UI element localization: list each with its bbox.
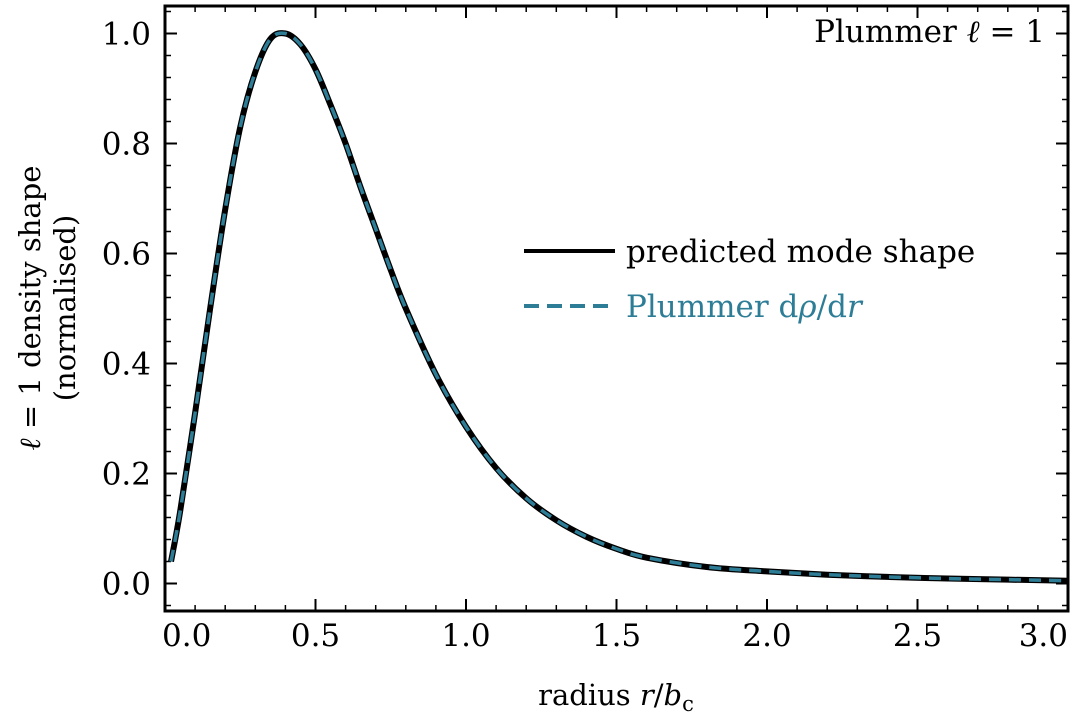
y-tick-label: 0.0 [102,567,151,603]
y-tick-label: 0.4 [102,347,151,383]
legend-label-plummer: Plummer dρ/dr [626,289,864,325]
x-tick-label: 2.5 [893,618,942,654]
x-tick-label: 1.5 [592,618,641,654]
y-tick-label: 0.8 [102,127,151,163]
legend-label-predicted: predicted mode shape [626,234,975,270]
x-axis-sub: c [682,692,694,716]
y-tick-label: 0.6 [102,237,151,273]
legend: predicted mode shape Plummer dρ/dr [524,234,975,325]
panel-label-rest: = 1 [980,14,1045,50]
major-ticks [164,6,1069,611]
legend-plummer-part3: /d [817,289,847,325]
x-axis-r: r [640,678,656,712]
y-axis-title: ℓ = 1 density shape (normalised) [13,166,82,451]
y-axis-line1-rest: = 1 density shape [13,166,47,439]
y-axis-title-line1: ℓ = 1 density shape [13,166,47,451]
series-line-predicted-mode-shape [168,30,1069,584]
x-tick-label: 0.0 [162,618,211,654]
y-tick-label: 1.0 [102,17,151,53]
plot-frame [163,4,1070,613]
series-layer [168,30,1069,584]
x-axis-slash: / [654,678,664,712]
minor-ticks [164,6,1069,611]
x-tick-label: 0.5 [291,618,340,654]
x-tick-label: 3.0 [1019,618,1068,654]
legend-plummer-part1: Plummer d [626,289,798,325]
tick-labels: 0.0 0.5 1.0 1.5 2.0 2.5 3.0 0.0 0.2 0.4 0.6 0.8 1.0 [102,17,1068,655]
y-tick-label: 0.2 [102,457,151,493]
x-axis-b: b [664,678,683,712]
x-axis-prefix: radius [538,678,640,712]
panel-label-text: Plummer [814,14,967,50]
panel-label: Plummer ℓ = 1 [814,14,1045,50]
y-axis-ell: ℓ [13,438,47,450]
legend-plummer-r: r [847,289,864,325]
legend-plummer-rho: ρ [797,289,816,325]
x-axis-title: radius r/bc [538,678,694,716]
y-axis-title-line2: (normalised) [48,215,82,402]
series-line-plummer-drho-dr [169,31,1069,583]
x-tick-label: 2.0 [742,618,791,654]
panel-label-ell: ℓ [967,14,980,50]
x-tick-label: 1.0 [441,618,490,654]
